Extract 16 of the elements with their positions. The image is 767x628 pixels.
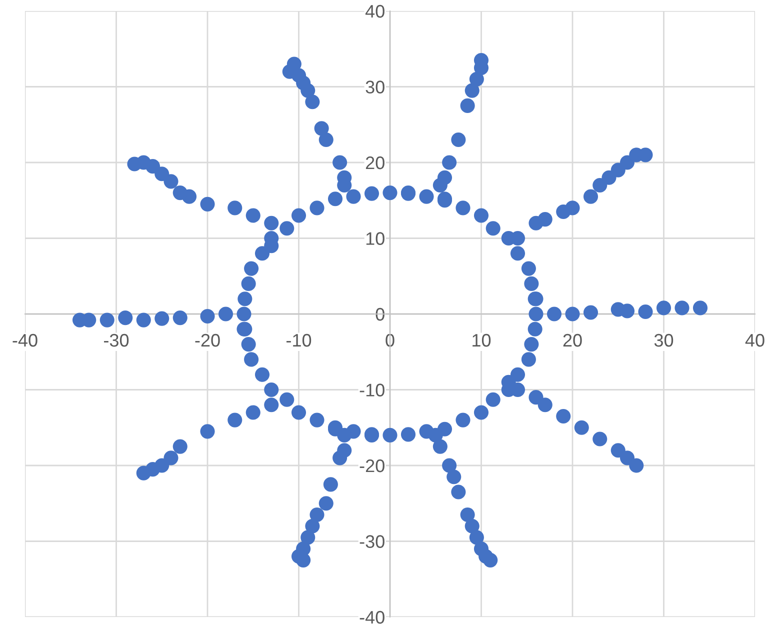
- x-tick-label: 20: [563, 334, 582, 347]
- y-tick-label: -30: [360, 535, 384, 548]
- x-tick-label: -10: [286, 334, 312, 347]
- x-tick-label: -40: [12, 334, 38, 347]
- x-tick-label: -20: [195, 334, 220, 347]
- y-tick-label: 30: [366, 80, 384, 94]
- x-tick-label: 30: [654, 334, 674, 347]
- y-tick-label: -10: [360, 384, 384, 396]
- x-tick-label: 40: [745, 334, 764, 347]
- y-tick-label: -20: [360, 459, 384, 472]
- y-tick-label: -40: [360, 610, 384, 624]
- y-tick-label: 10: [366, 232, 384, 245]
- y-tick-label: 20: [366, 156, 384, 170]
- x-tick-label: 10: [472, 334, 491, 347]
- y-tick-label: 40: [365, 4, 384, 18]
- x-tick-label: -30: [104, 334, 129, 347]
